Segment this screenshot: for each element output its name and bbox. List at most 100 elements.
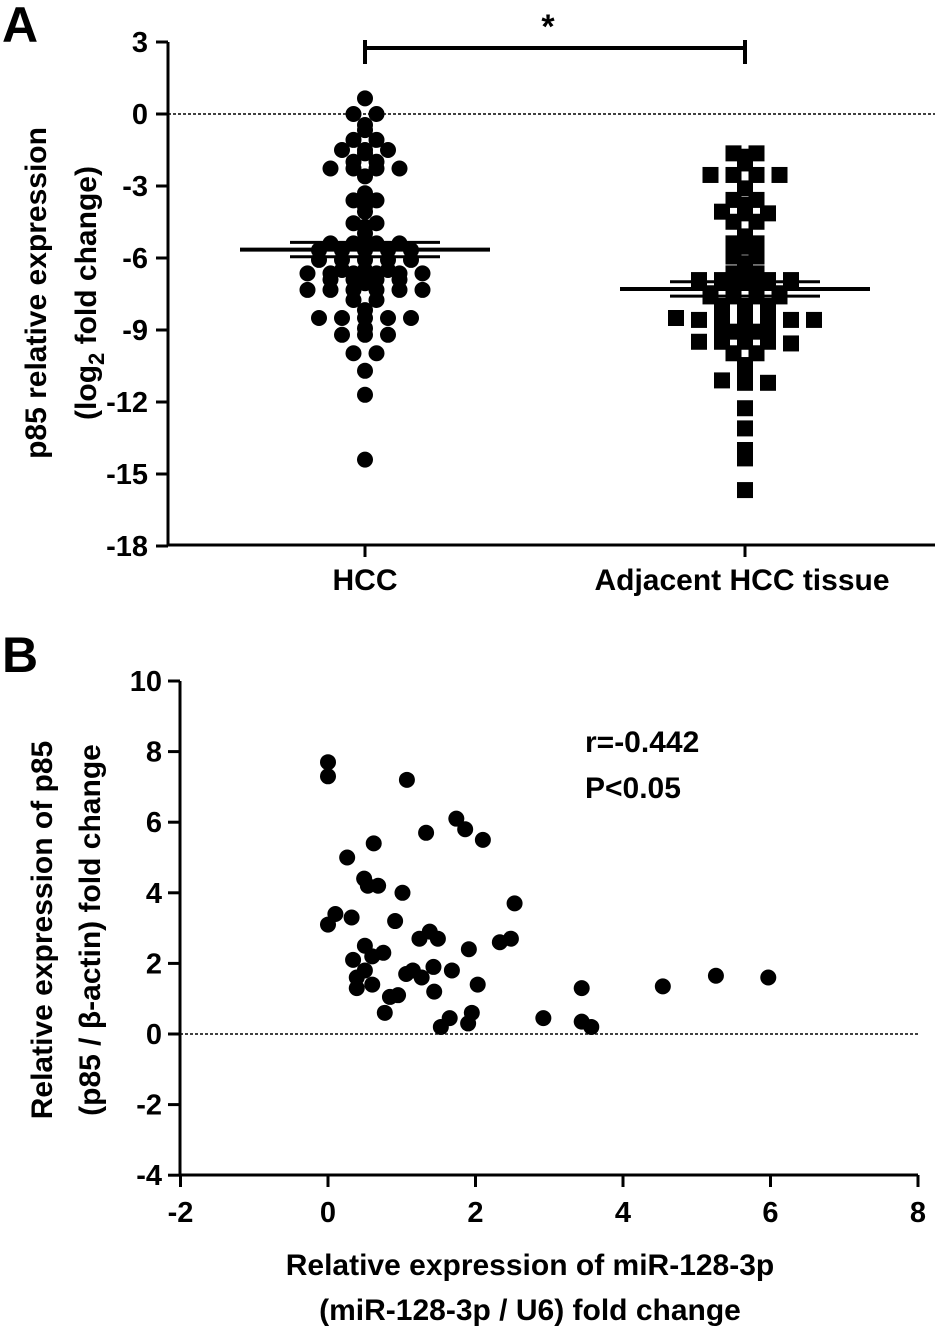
ylabel-pre: (log (70, 365, 103, 420)
y-tick-label: -9 (122, 315, 148, 347)
data-point-hcc (334, 142, 350, 158)
scatter-point (364, 948, 381, 965)
scatter-point (760, 969, 777, 986)
panel-a-y-ticks: 3 0 -3 -6 -9 -12 -15 -18 (106, 27, 747, 563)
x-tick-label: 2 (467, 1197, 483, 1229)
data-point-hcc (299, 281, 316, 298)
data-point-hcc (368, 292, 385, 308)
data-point-adjacent (668, 310, 684, 326)
data-point-adjacent (748, 166, 765, 183)
data-point-adjacent (771, 166, 788, 183)
data-point-adjacent (691, 311, 707, 328)
scatter-point (345, 951, 362, 968)
scatter-point (365, 835, 382, 852)
data-point-hcc (334, 310, 350, 326)
annotation-r: r=-0.442 (585, 726, 699, 759)
data-point-hcc (380, 326, 396, 343)
data-point-hcc (299, 265, 316, 282)
panel-b-ylabel-line2: (p85 / β-actin) fold change (74, 744, 107, 1116)
x-tick-label: 8 (910, 1197, 926, 1229)
data-point-adjacent (760, 374, 776, 391)
y-tick-label: -6 (122, 243, 148, 275)
scatter-point (460, 1015, 477, 1032)
data-point-adjacent (714, 372, 730, 389)
data-point-adjacent (737, 420, 753, 437)
data-point-hcc (368, 160, 385, 177)
data-point-adjacent (714, 298, 730, 314)
scatter-point (573, 980, 590, 997)
scatter-point (359, 877, 376, 894)
y-tick-label: 4 (146, 878, 162, 910)
panel-a-xtick-adjacent: Adjacent HCC tissue (594, 564, 889, 597)
panel-b-label: B (2, 627, 38, 683)
scatter-point (469, 976, 486, 993)
data-point-hcc (380, 310, 396, 326)
scatter-point (583, 1018, 600, 1035)
data-point-hcc (391, 160, 408, 177)
data-point-adjacent (737, 374, 753, 391)
scatter-point (364, 976, 381, 993)
y-tick-label: 6 (146, 807, 162, 839)
data-point-hcc (403, 251, 419, 268)
significance-bracket: * (363, 8, 747, 64)
data-point-adjacent (737, 400, 753, 417)
y-tick-label: 10 (130, 666, 162, 698)
data-point-adjacent (783, 335, 799, 352)
panel-b-xlabel-line1: Relative expression of miR-128-3p (286, 1249, 775, 1282)
scatter-point (398, 771, 415, 788)
data-point-hcc (357, 362, 373, 379)
panel-a-ylabel-line2: (log2 fold change) (70, 166, 109, 420)
scatter-point (390, 987, 407, 1004)
y-tick-label: 2 (146, 948, 162, 980)
scatter-point (460, 941, 477, 958)
scatter-point (320, 754, 336, 771)
data-point-hcc (357, 451, 373, 468)
y-tick-label: -18 (106, 531, 148, 563)
panel-a-label: A (2, 0, 38, 53)
panel-a-xtick-hcc: HCC (333, 564, 398, 597)
data-point-adjacent (783, 311, 799, 328)
panel-b-marks (180, 754, 918, 1035)
significance-asterisk: * (541, 8, 555, 46)
data-point-hcc (357, 386, 373, 403)
data-point-hcc (322, 281, 339, 298)
data-point-adjacent (737, 482, 753, 499)
scatter-point (506, 895, 523, 912)
data-point-hcc (334, 326, 350, 343)
x-tick-label: 0 (320, 1197, 336, 1229)
data-point-adjacent (783, 272, 799, 289)
data-point-adjacent (760, 298, 776, 314)
data-point-hcc (414, 281, 431, 298)
y-tick-label: -4 (136, 1160, 162, 1192)
scatter-point (394, 884, 411, 901)
scatter-point (474, 831, 491, 848)
panel-a: A 3 0 -3 -6 -9 -12 -15 -18 p85 relative express… (2, 0, 935, 597)
y-tick-label: 3 (132, 27, 148, 59)
ylabel-subscript: 2 (84, 353, 109, 365)
scatter-point (457, 821, 474, 838)
scatter-point (535, 1010, 552, 1027)
x-tick-label: 4 (615, 1197, 631, 1229)
data-point-adjacent (691, 333, 707, 350)
data-point-hcc (391, 281, 408, 298)
data-point-hcc (368, 106, 385, 122)
y-tick-label: -12 (106, 387, 148, 419)
y-tick-label: 8 (146, 737, 162, 769)
data-point-hcc (345, 106, 362, 122)
data-point-adjacent (702, 166, 719, 183)
scatter-point (413, 969, 430, 986)
x-tick-label: -2 (168, 1197, 194, 1229)
data-point-adjacent (806, 311, 822, 328)
scatter-point (387, 913, 404, 930)
scatter-point (376, 1004, 393, 1021)
scatter-point (425, 958, 442, 975)
panel-a-ylabel-line1: p85 relative expression (20, 127, 53, 459)
x-tick-label: 6 (762, 1197, 778, 1229)
data-point-hcc (345, 160, 362, 177)
annotation-p: P<0.05 (585, 772, 681, 805)
data-point-adjacent (725, 213, 742, 230)
data-point-hcc (357, 185, 373, 202)
